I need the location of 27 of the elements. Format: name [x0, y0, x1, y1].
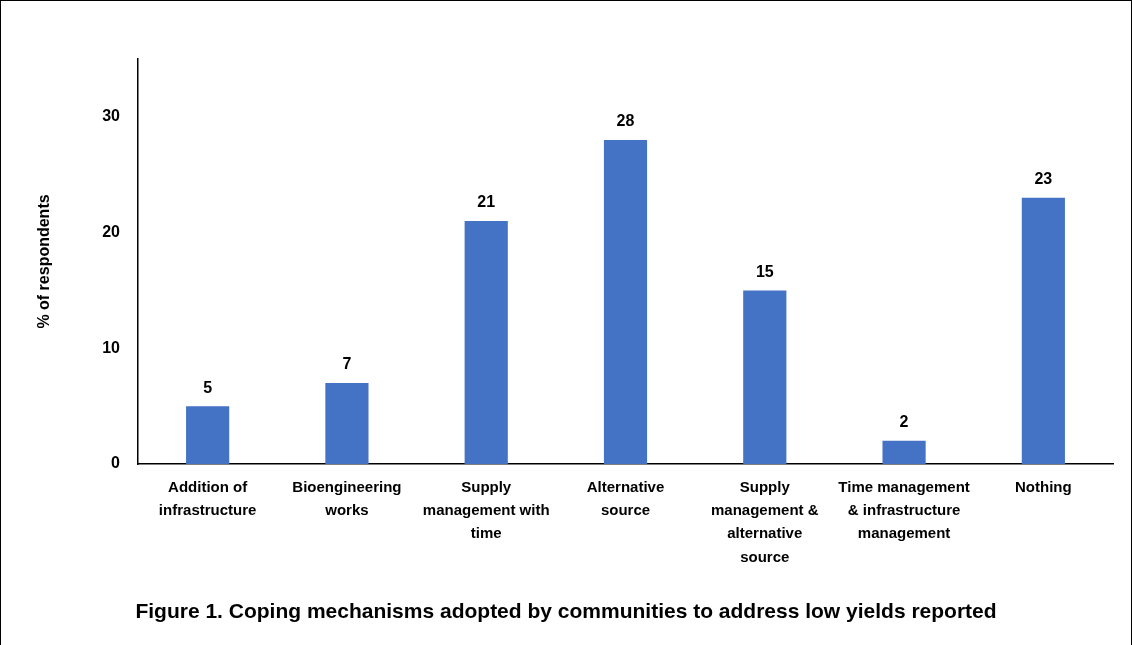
- x-tick-label: Supply management & alternative source: [711, 477, 819, 565]
- y-tick-label: 30: [102, 107, 121, 125]
- data-label: 28: [616, 112, 635, 130]
- bar: [743, 290, 787, 464]
- x-tick-label: Nothing: [1015, 477, 1072, 495]
- data-label: 2: [899, 413, 909, 431]
- y-tick-label: 10: [102, 338, 121, 356]
- data-label: 15: [755, 262, 774, 280]
- x-tick-label: Supply management with time: [422, 477, 550, 542]
- data-label: 23: [1034, 170, 1053, 188]
- bar: [1021, 197, 1065, 464]
- x-tick-label: Alternative source: [586, 477, 665, 519]
- x-tick-label: Bioengineering works: [292, 477, 402, 519]
- bar: [603, 140, 648, 464]
- data-label: 5: [203, 378, 213, 396]
- x-tick-label: Addition of infrastructure: [158, 477, 257, 519]
- bar: [464, 221, 508, 464]
- bar: [186, 406, 230, 464]
- y-axis-title: % of respondents: [35, 194, 53, 329]
- bar: [325, 383, 369, 464]
- caption: Figure 1. Coping mechanisms adopted by communities to address low yields reported: [134, 599, 998, 623]
- y-tick-label: 0: [111, 454, 121, 472]
- bar: [882, 440, 926, 464]
- x-tick-label: Time management & infrastructure management: [838, 477, 970, 542]
- data-label: 7: [342, 355, 352, 373]
- data-label: 21: [477, 193, 496, 211]
- y-tick-label: 20: [102, 222, 121, 240]
